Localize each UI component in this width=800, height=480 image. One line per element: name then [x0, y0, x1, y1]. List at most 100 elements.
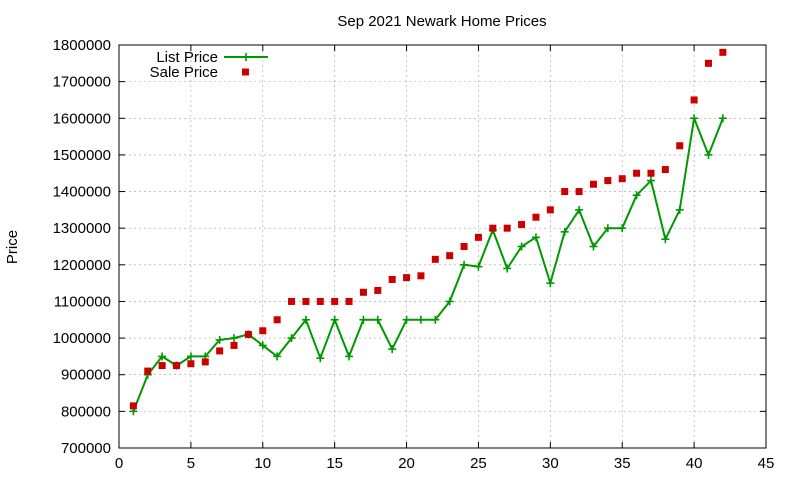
- series-list-price: [129, 114, 727, 416]
- list-price-point: [388, 345, 397, 354]
- sale-price-point: [546, 206, 554, 214]
- sale-price-point: [417, 272, 425, 280]
- list-price-point: [359, 315, 368, 324]
- y-tick-label: 1400000: [53, 184, 111, 201]
- sale-price-point: [259, 327, 267, 335]
- list-price-point: [517, 242, 526, 251]
- list-price-point: [373, 315, 382, 324]
- sale-price-point: [690, 96, 698, 104]
- list-price-point: [445, 297, 454, 306]
- sale-price-point: [604, 177, 612, 185]
- y-tick-label: 1300000: [53, 220, 111, 237]
- x-tick-label: 0: [115, 455, 123, 472]
- list-price-point: [474, 262, 483, 271]
- legend-swatch-list-price: [224, 53, 268, 61]
- y-tick-label: 1800000: [53, 37, 111, 54]
- sale-price-point: [273, 316, 281, 324]
- x-tick-label: 10: [254, 455, 271, 472]
- list-price-point: [589, 242, 598, 251]
- y-tick-label: 800000: [61, 403, 111, 420]
- axis-ticks: 0 5 10 15 20 25 30 35 40 45 700000 800000 900000 1000…: [53, 37, 775, 472]
- sale-price-point: [661, 166, 669, 174]
- list-price-point: [460, 260, 469, 269]
- legend-label-sale-price: Sale Price: [150, 64, 218, 81]
- sale-price-point: [575, 188, 583, 196]
- legend-marker-sale-price: [242, 68, 249, 76]
- list-price-point: [316, 354, 325, 363]
- sale-price-point: [719, 48, 727, 56]
- sale-price-point: [144, 367, 152, 375]
- sale-price-point: [244, 330, 252, 338]
- y-tick-label: 700000: [61, 440, 111, 457]
- sale-price-point: [316, 297, 324, 305]
- sale-price-point: [474, 233, 482, 241]
- legend: List Price Sale Price: [150, 49, 268, 81]
- list-price-point: [646, 176, 655, 185]
- list-price-point: [416, 315, 425, 324]
- x-tick-label: 40: [686, 455, 703, 472]
- list-price-point: [431, 315, 440, 324]
- sale-price-point: [676, 142, 684, 150]
- list-price-point: [345, 352, 354, 361]
- list-price-point: [273, 352, 282, 361]
- list-price-point: [546, 279, 555, 288]
- list-price-point: [402, 315, 411, 324]
- y-tick-label: 900000: [61, 367, 111, 384]
- list-price-point: [690, 114, 699, 123]
- sale-price-point: [230, 341, 238, 349]
- chart-title: Sep 2021 Newark Home Prices: [337, 13, 546, 30]
- sale-price-point: [201, 358, 209, 366]
- grid: [119, 45, 766, 448]
- sale-price-point: [618, 175, 626, 183]
- sale-price-point: [704, 59, 712, 67]
- sale-price-point: [633, 169, 641, 177]
- sale-price-point: [374, 286, 382, 294]
- sale-price-point: [503, 224, 511, 232]
- list-price-point: [158, 352, 167, 361]
- list-price-point: [301, 315, 310, 324]
- x-tick-label: 25: [470, 455, 487, 472]
- plot-frame: [118, 44, 767, 449]
- list-price-point: [186, 352, 195, 361]
- sale-price-point: [518, 221, 526, 229]
- sale-price-point: [216, 347, 224, 355]
- sale-price-point: [187, 360, 195, 368]
- legend-swatch-sale-price: [242, 68, 249, 76]
- sale-price-point: [388, 275, 396, 283]
- x-tick-label: 20: [398, 455, 415, 472]
- y-tick-label: 1700000: [53, 74, 111, 91]
- list-price-point: [503, 264, 512, 273]
- y-tick-label: 1600000: [53, 110, 111, 127]
- list-price-point: [675, 205, 684, 214]
- list-price-point: [560, 227, 569, 236]
- list-price-point: [287, 334, 296, 343]
- sale-price-point: [158, 362, 166, 370]
- sale-price-point: [431, 255, 439, 263]
- y-tick-label: 1200000: [53, 257, 111, 274]
- list-price-point: [575, 205, 584, 214]
- x-tick-label: 5: [187, 455, 195, 472]
- sale-price-point: [359, 288, 367, 296]
- list-price-point: [718, 114, 727, 123]
- list-price-point: [330, 315, 339, 324]
- list-price-point: [603, 224, 612, 233]
- sale-price-point: [302, 297, 310, 305]
- sale-price-point: [489, 224, 497, 232]
- legend-marker-list-price: [242, 53, 250, 61]
- sale-price-point: [129, 402, 137, 410]
- list-price-point: [632, 191, 641, 200]
- sale-price-point: [403, 274, 411, 282]
- y-tick-label: 1500000: [53, 147, 111, 164]
- legend-label-list-price: List Price: [156, 49, 218, 66]
- list-price-point: [258, 341, 267, 350]
- x-tick-label: 15: [326, 455, 343, 472]
- x-tick-label: 35: [614, 455, 631, 472]
- list-price-point: [704, 150, 713, 159]
- sale-price-point: [173, 362, 181, 370]
- list-price-point: [661, 235, 670, 244]
- list-price-point: [618, 224, 627, 233]
- sale-price-point: [446, 252, 454, 260]
- series-sale-price: [129, 48, 727, 410]
- y-axis-label: Price: [4, 230, 21, 264]
